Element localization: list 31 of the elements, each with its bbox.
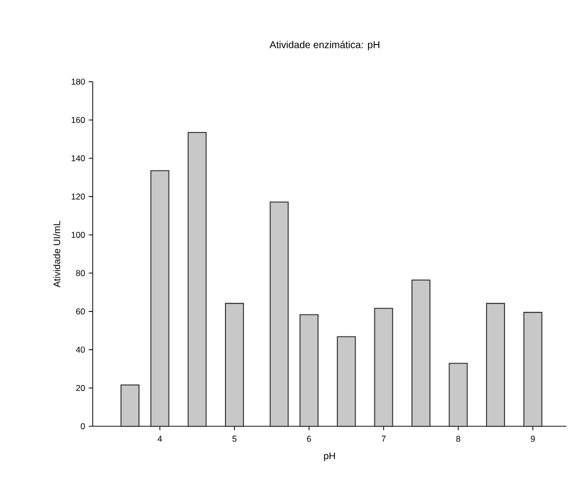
y-tick-label: 180	[72, 78, 85, 85]
x-axis-title: pH	[324, 452, 335, 462]
bar	[411, 280, 430, 427]
y-tick-label: 120	[72, 194, 85, 200]
bar	[120, 384, 140, 427]
y-tick-label: 40	[76, 346, 85, 353]
y-tick-label: 20	[76, 385, 85, 391]
x-tick-label: 9	[530, 436, 535, 442]
y-tick-label: 140	[72, 155, 85, 162]
bar	[374, 308, 394, 427]
x-tick-label: 8	[456, 436, 460, 442]
y-tick-label: 60	[76, 308, 85, 314]
y-axis-title: Atividade UI/mL	[53, 220, 60, 288]
bar	[448, 362, 468, 427]
bar	[188, 132, 207, 427]
bar	[523, 312, 542, 427]
chart-title: Atividade enzimática: pH	[270, 40, 380, 50]
x-tick-label: 6	[307, 436, 312, 442]
y-tick-label: 80	[76, 270, 85, 276]
bar	[224, 302, 244, 427]
bar	[270, 202, 289, 427]
bar	[336, 336, 356, 427]
x-tick-label: 7	[382, 436, 386, 442]
x-tick-label: 5	[232, 436, 236, 442]
y-tick-label: 0	[80, 423, 85, 430]
bar	[150, 170, 170, 427]
bar	[486, 302, 505, 427]
y-tick-label: 160	[72, 116, 85, 123]
bar	[300, 314, 318, 427]
y-tick-label: 100	[72, 232, 85, 238]
x-tick-label: 4	[158, 436, 162, 442]
